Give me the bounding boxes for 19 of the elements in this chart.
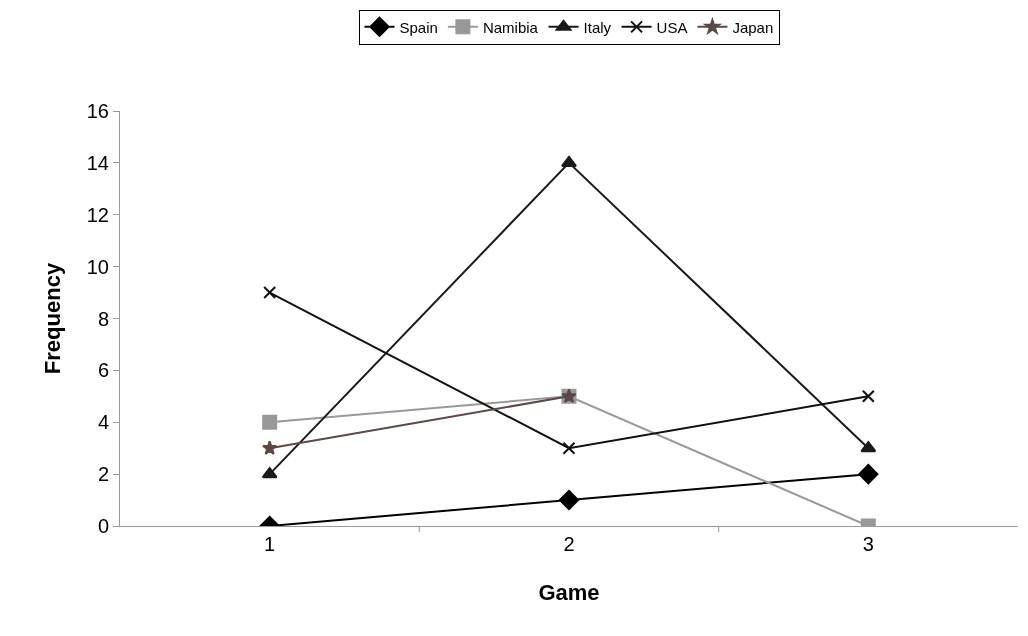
x-tick-label: 1 <box>264 533 276 555</box>
legend-label: Italy <box>583 18 612 36</box>
y-tick-label: 4 <box>97 411 109 434</box>
x-tick-label: 3 <box>862 533 874 555</box>
y-tick-label: 8 <box>97 307 109 330</box>
y-tick-label: 10 <box>86 255 109 278</box>
legend-label: Namibia <box>482 18 539 36</box>
legend-label: Japan <box>732 18 774 36</box>
y-tick-label: 16 <box>86 100 109 122</box>
y-tick-label: 2 <box>97 463 109 486</box>
legend-label: USA <box>656 18 688 36</box>
y-tick-label: 14 <box>86 151 109 174</box>
y-tick-label: 12 <box>86 203 109 226</box>
y-axis-title: Frequency <box>39 262 65 375</box>
x-axis-title: Game <box>538 579 600 605</box>
y-tick-label: 6 <box>97 359 109 382</box>
x-tick-label: 2 <box>563 533 575 555</box>
legend-label: Spain <box>399 18 438 36</box>
y-tick-label: 0 <box>97 515 109 537</box>
